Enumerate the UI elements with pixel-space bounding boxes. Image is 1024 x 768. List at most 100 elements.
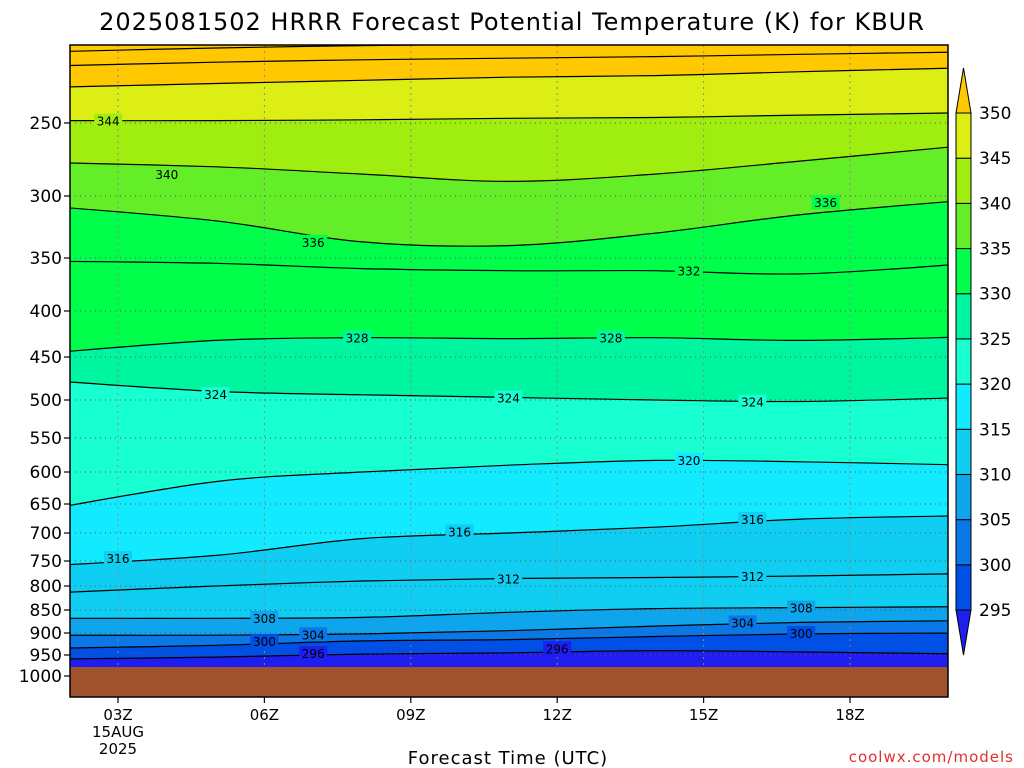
contour-label: 316 [107,552,130,566]
y-tick-label: 450 [30,348,62,368]
colorbar-label: 335 [979,240,1011,260]
y-tick-label: 900 [30,624,62,644]
x-tick-date: 15AUG [92,723,144,741]
x-tick-label: 12Z [543,706,572,724]
contour-label-bg [201,386,230,401]
contour-upper-1 [70,45,459,52]
contour-label-bg [596,330,625,345]
y-tick-label: 950 [30,646,62,666]
colorbar-segment [955,202,972,250]
colorbar-label: 305 [979,511,1011,531]
contour-label-bg [299,627,328,642]
colorbar-segment [955,519,972,566]
colorbar: 295 300 305 310 315 320 325 330 335 340 345 350 [955,67,1011,656]
y-tick-label: 350 [30,249,62,269]
contour-label: 324 [204,388,227,402]
x-axis-label: Forecast Time (UTC) [408,748,608,768]
colorbar-segment [955,157,972,204]
x-tick-year: 2025 [99,740,137,758]
y-tick-label: 1000 [19,667,62,687]
y-tick-label: 750 [30,552,62,572]
colorbar-label: 310 [979,465,1011,485]
contour-label-bg [445,524,474,539]
contour-label-bg [299,646,328,661]
contour-label-bg [738,394,767,409]
colorbar-label: 300 [979,556,1011,576]
contour-label-bg [152,167,181,182]
contour-label: 312 [497,573,520,587]
x-tick-label: 15Z [689,706,718,724]
contour-label-bg [250,633,279,648]
contour-label: 296 [546,642,569,656]
contour-328 [70,336,948,352]
contour-label: 340 [155,168,178,182]
contour-320 [70,459,948,506]
colorbar-label: 340 [979,194,1011,214]
contour-label-bg [250,610,279,625]
x-tick-label: 09Z [396,706,425,724]
y-tick-label: 250 [30,114,62,134]
contour-label-bg [299,234,328,249]
contour-label: 344 [97,115,120,129]
contour-label: 328 [599,332,622,346]
colorbar-segment [955,338,972,385]
colorbar-label: 330 [979,285,1011,305]
terrain-ground [70,667,948,697]
contour-upper-0 [70,51,948,67]
contour-label: 316 [448,525,471,539]
y-tick-label: 550 [30,429,62,449]
x-tick-label: 06Z [250,706,279,724]
contour-label-bg [494,390,523,405]
contour-label-bg [811,195,840,210]
contour-340 [70,146,948,183]
chart-title: 2025081502 HRRR Forecast Potential Tempe… [99,8,925,36]
colorbar-segment [955,473,972,521]
colorbar-segment [955,112,972,159]
contour-label: 320 [678,454,701,468]
y-tick-label: 700 [30,524,62,544]
contour-label: 316 [741,513,764,527]
contour-348 [70,67,948,88]
contour-label-bg [343,330,372,345]
contour-304 [70,620,948,636]
contour-296 [70,649,948,660]
colorbar-segment [955,248,972,295]
colorbar-label: 345 [979,149,1011,169]
x-tick-label: 18Z [835,706,864,724]
contour-label: 304 [302,628,325,642]
contour-label: 308 [790,602,813,616]
y-tick-label: 600 [30,463,62,483]
contour-label: 328 [346,332,369,346]
contour-316 [70,515,948,566]
plot-area [70,45,948,697]
colorbar-segment [955,293,972,340]
colorbar-label: 315 [979,420,1011,440]
contour-label: 312 [741,570,764,584]
contour-label: 300 [253,635,276,649]
colorbar-label: 350 [979,104,1011,124]
colorbar-label: 295 [979,601,1011,621]
contour-label: 332 [678,265,701,279]
contour-332 [70,260,948,275]
contour-label-bg [738,569,767,583]
y-axis-pressure: 250 300 350 400 450 500 550 600 650 700 750 800 850 9… [19,114,70,687]
contour-label-bg [674,263,703,278]
contour-label: 304 [731,616,754,630]
contour-label: 324 [497,391,520,405]
colorbar-label: 320 [979,375,1011,395]
contour-label-layer: 344 340 336 336 332 328 328 324 324 324 320 316 316 3… [94,113,840,661]
contour-label-bg [787,626,816,640]
colorbar-segment [955,564,972,611]
y-tick-label: 400 [30,302,62,322]
watermark: coolwx.com/models [849,748,1014,766]
colorbar-arrow-top [955,67,972,114]
plot-frame [69,44,949,698]
grid-lines [70,45,948,697]
contour-344 [70,112,948,122]
contour-label: 336 [814,196,837,210]
contour-label: 296 [302,647,325,661]
y-tick-label: 850 [30,601,62,621]
y-tick-label: 650 [30,495,62,515]
